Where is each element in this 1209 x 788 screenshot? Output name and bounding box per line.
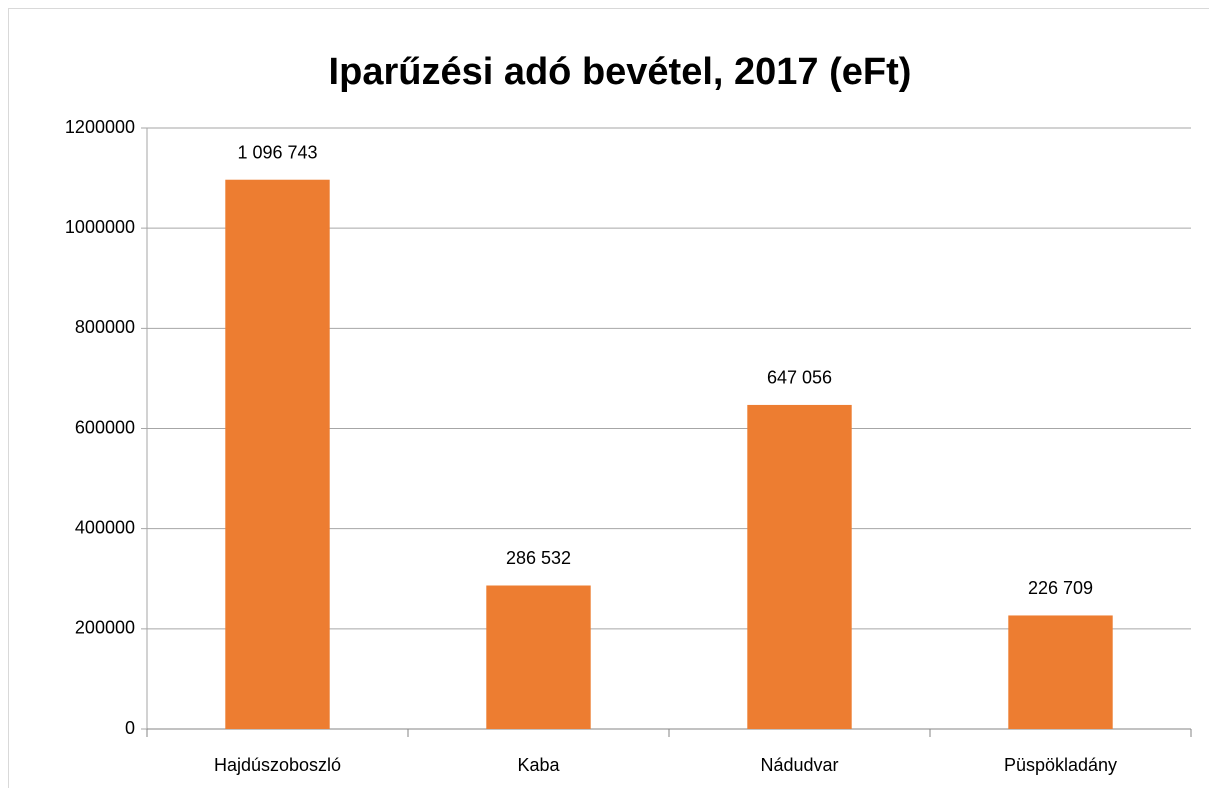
data-label: 286 532 — [506, 548, 571, 568]
bar — [747, 404, 852, 729]
data-label: 226 709 — [1028, 578, 1093, 598]
y-tick-label: 1200000 — [65, 117, 135, 137]
x-tick-label: Nádudvar — [760, 755, 838, 775]
x-tick-label: Püspökladány — [1004, 755, 1117, 775]
bar — [1008, 615, 1113, 729]
y-tick-label: 800000 — [75, 317, 135, 337]
data-label: 647 056 — [767, 368, 832, 388]
data-label: 1 096 743 — [237, 142, 317, 162]
chart-border — [8, 8, 1209, 788]
y-tick-label: 600000 — [75, 417, 135, 437]
bar — [486, 585, 591, 729]
bar — [225, 179, 330, 730]
y-tick-label: 400000 — [75, 517, 135, 537]
y-tick-label: 1000000 — [65, 217, 135, 237]
chart-title: Iparűzési adó bevétel, 2017 (eFt) — [329, 51, 912, 93]
y-tick-label: 0 — [125, 718, 135, 738]
x-tick-label: Kaba — [517, 755, 560, 775]
y-tick-label: 200000 — [75, 618, 135, 638]
x-tick-label: Hajdúszoboszló — [214, 755, 341, 775]
